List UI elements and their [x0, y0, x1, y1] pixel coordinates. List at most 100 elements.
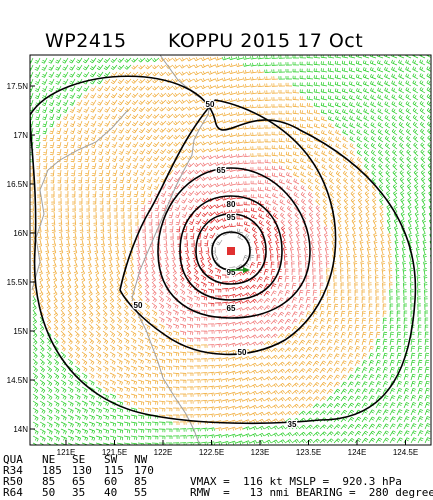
wind-barb	[34, 78, 41, 85]
wind-barb	[173, 85, 181, 90]
wind-barb	[207, 56, 216, 61]
wind-barb	[222, 70, 230, 75]
wind-barb	[236, 77, 244, 81]
wind-barb	[412, 80, 419, 87]
wind-barb	[229, 70, 237, 75]
wind-barb	[55, 71, 62, 78]
wind-barb	[327, 55, 335, 59]
wind-barb	[222, 56, 230, 61]
wind-barb	[405, 73, 412, 80]
wind-barb	[348, 74, 356, 80]
wind-barb	[348, 67, 356, 73]
contour-label: 80	[227, 200, 236, 209]
wind-barb	[243, 69, 251, 74]
wind-barb	[62, 78, 69, 85]
wind-barb	[348, 81, 356, 87]
wind-barb	[257, 62, 265, 67]
wind-barb	[76, 64, 83, 71]
wind-barb	[271, 62, 279, 66]
wind-barb	[76, 92, 83, 99]
wind-barb	[110, 92, 118, 99]
wind-barb	[207, 84, 216, 89]
wind-barb	[355, 67, 363, 73]
wind-barb	[426, 73, 431, 79]
wind-barb	[419, 55, 426, 59]
wind-barb	[34, 71, 41, 78]
wind-barb	[117, 92, 125, 99]
wind-barb	[117, 64, 125, 70]
wind-barb	[334, 81, 342, 87]
wind-barb	[193, 64, 202, 69]
wind-barb	[131, 85, 139, 91]
contour-label: 65	[227, 304, 236, 313]
wind-barb	[69, 64, 76, 71]
wind-barbs	[30, 55, 431, 445]
wind-barb	[34, 85, 41, 92]
wind-barb	[278, 69, 286, 73]
wind-barb	[363, 80, 370, 87]
wind-barb	[313, 61, 321, 66]
wind-barb	[405, 59, 412, 66]
lat-label: 16N	[13, 229, 28, 238]
wind-barb	[377, 60, 384, 66]
wind-barb	[363, 74, 370, 80]
wind-barb	[214, 77, 223, 82]
wind-barb	[138, 85, 146, 91]
wind-barb	[257, 83, 265, 88]
wind-barb	[200, 77, 209, 83]
wind-barb	[250, 55, 258, 60]
wind-barb	[110, 57, 118, 63]
wind-barb	[362, 60, 370, 66]
wind-barb	[152, 64, 160, 70]
wind-barb	[292, 61, 300, 66]
wind-barb	[193, 85, 202, 90]
wind-barb	[426, 80, 431, 86]
wind-barb	[271, 76, 279, 80]
wind-barb	[250, 76, 258, 81]
wind-barb	[41, 71, 48, 78]
wind-barb	[257, 69, 265, 74]
wind-barb	[264, 62, 272, 67]
wind-barb	[355, 60, 363, 66]
wind-barb	[313, 82, 321, 87]
wind-barb	[313, 68, 321, 73]
wind-barb	[173, 57, 181, 62]
wind-barb	[327, 74, 335, 80]
wind-barb	[76, 71, 83, 78]
wind-barb	[166, 57, 174, 62]
wind-barb	[306, 68, 314, 73]
wind-barb	[341, 74, 349, 80]
wind-barb	[257, 76, 265, 81]
wind-barb	[355, 74, 363, 80]
wind-barb	[278, 76, 286, 80]
wind-barb	[285, 69, 293, 73]
wind-barb	[62, 64, 69, 71]
lat-label: 15N	[13, 327, 28, 336]
wind-barb	[200, 56, 209, 61]
wind-barb	[41, 57, 48, 64]
wind-barb	[334, 60, 342, 66]
wind-barb	[103, 71, 111, 78]
wind-barb	[264, 69, 272, 74]
wind-barb	[391, 80, 398, 87]
wind-barb	[180, 78, 188, 83]
wind-barb	[327, 60, 335, 66]
lat-label: 17.5N	[7, 82, 29, 91]
wind-barb	[55, 57, 62, 64]
wind-barb	[103, 78, 111, 85]
wind-barb	[69, 85, 76, 92]
wind-barb	[180, 64, 188, 69]
wind-barb	[412, 59, 419, 66]
wind-barb	[173, 78, 181, 83]
wind-barb	[152, 85, 160, 91]
wind-barb	[89, 64, 97, 71]
wind-barb	[97, 85, 104, 92]
wind-barb	[83, 92, 90, 99]
wind-barb	[257, 55, 265, 60]
wind-barb	[145, 85, 153, 91]
wind-barb	[207, 63, 216, 68]
wind-barb	[264, 55, 272, 60]
wind-barb	[341, 67, 349, 73]
wind-barb	[34, 57, 41, 64]
wind-barb	[69, 92, 76, 99]
